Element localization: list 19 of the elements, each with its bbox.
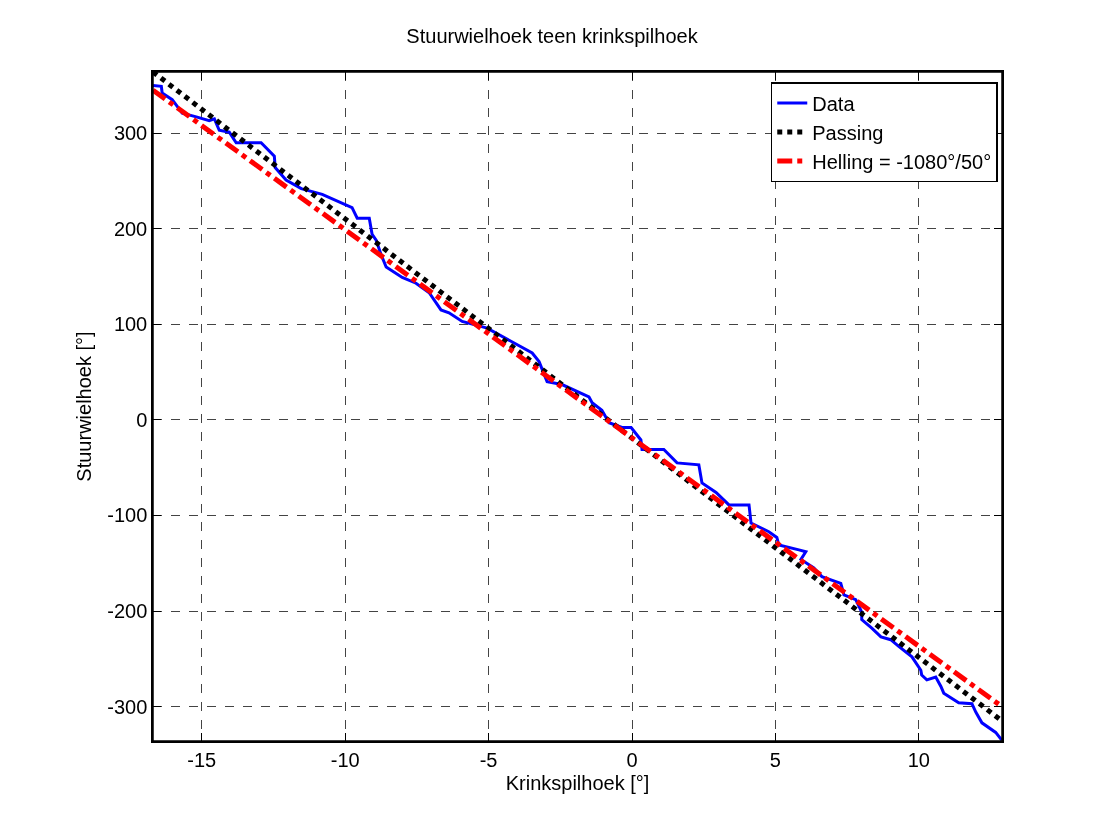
y-tick-label: 200 — [113, 217, 148, 240]
x-tick-label: -15 — [187, 748, 217, 771]
legend-label: Helling = -1080°/50° — [812, 150, 992, 173]
y-tick-label: -100 — [107, 504, 148, 527]
y-tick-label: 100 — [113, 313, 148, 336]
legend-label: Passing — [812, 121, 884, 144]
x-tick-label: 0 — [626, 748, 638, 771]
legend-label: Data — [812, 92, 856, 115]
y-tick-label: 300 — [113, 122, 148, 145]
x-tick-label: 5 — [769, 748, 781, 771]
y-tick-label: -200 — [107, 600, 148, 623]
x-axis-title: Krinkspilhoek [°] — [505, 771, 650, 794]
x-tick-label: 10 — [907, 748, 930, 771]
y-tick-label: 0 — [136, 408, 148, 431]
x-tick-label: -5 — [479, 748, 498, 771]
x-tick-label: -10 — [330, 748, 360, 771]
y-axis-title: Stuurwielhoek [°] — [73, 331, 96, 482]
y-tick-label: -300 — [107, 695, 148, 718]
chart-title: Stuurwielhoek teen krinkspilhoek — [406, 24, 699, 47]
